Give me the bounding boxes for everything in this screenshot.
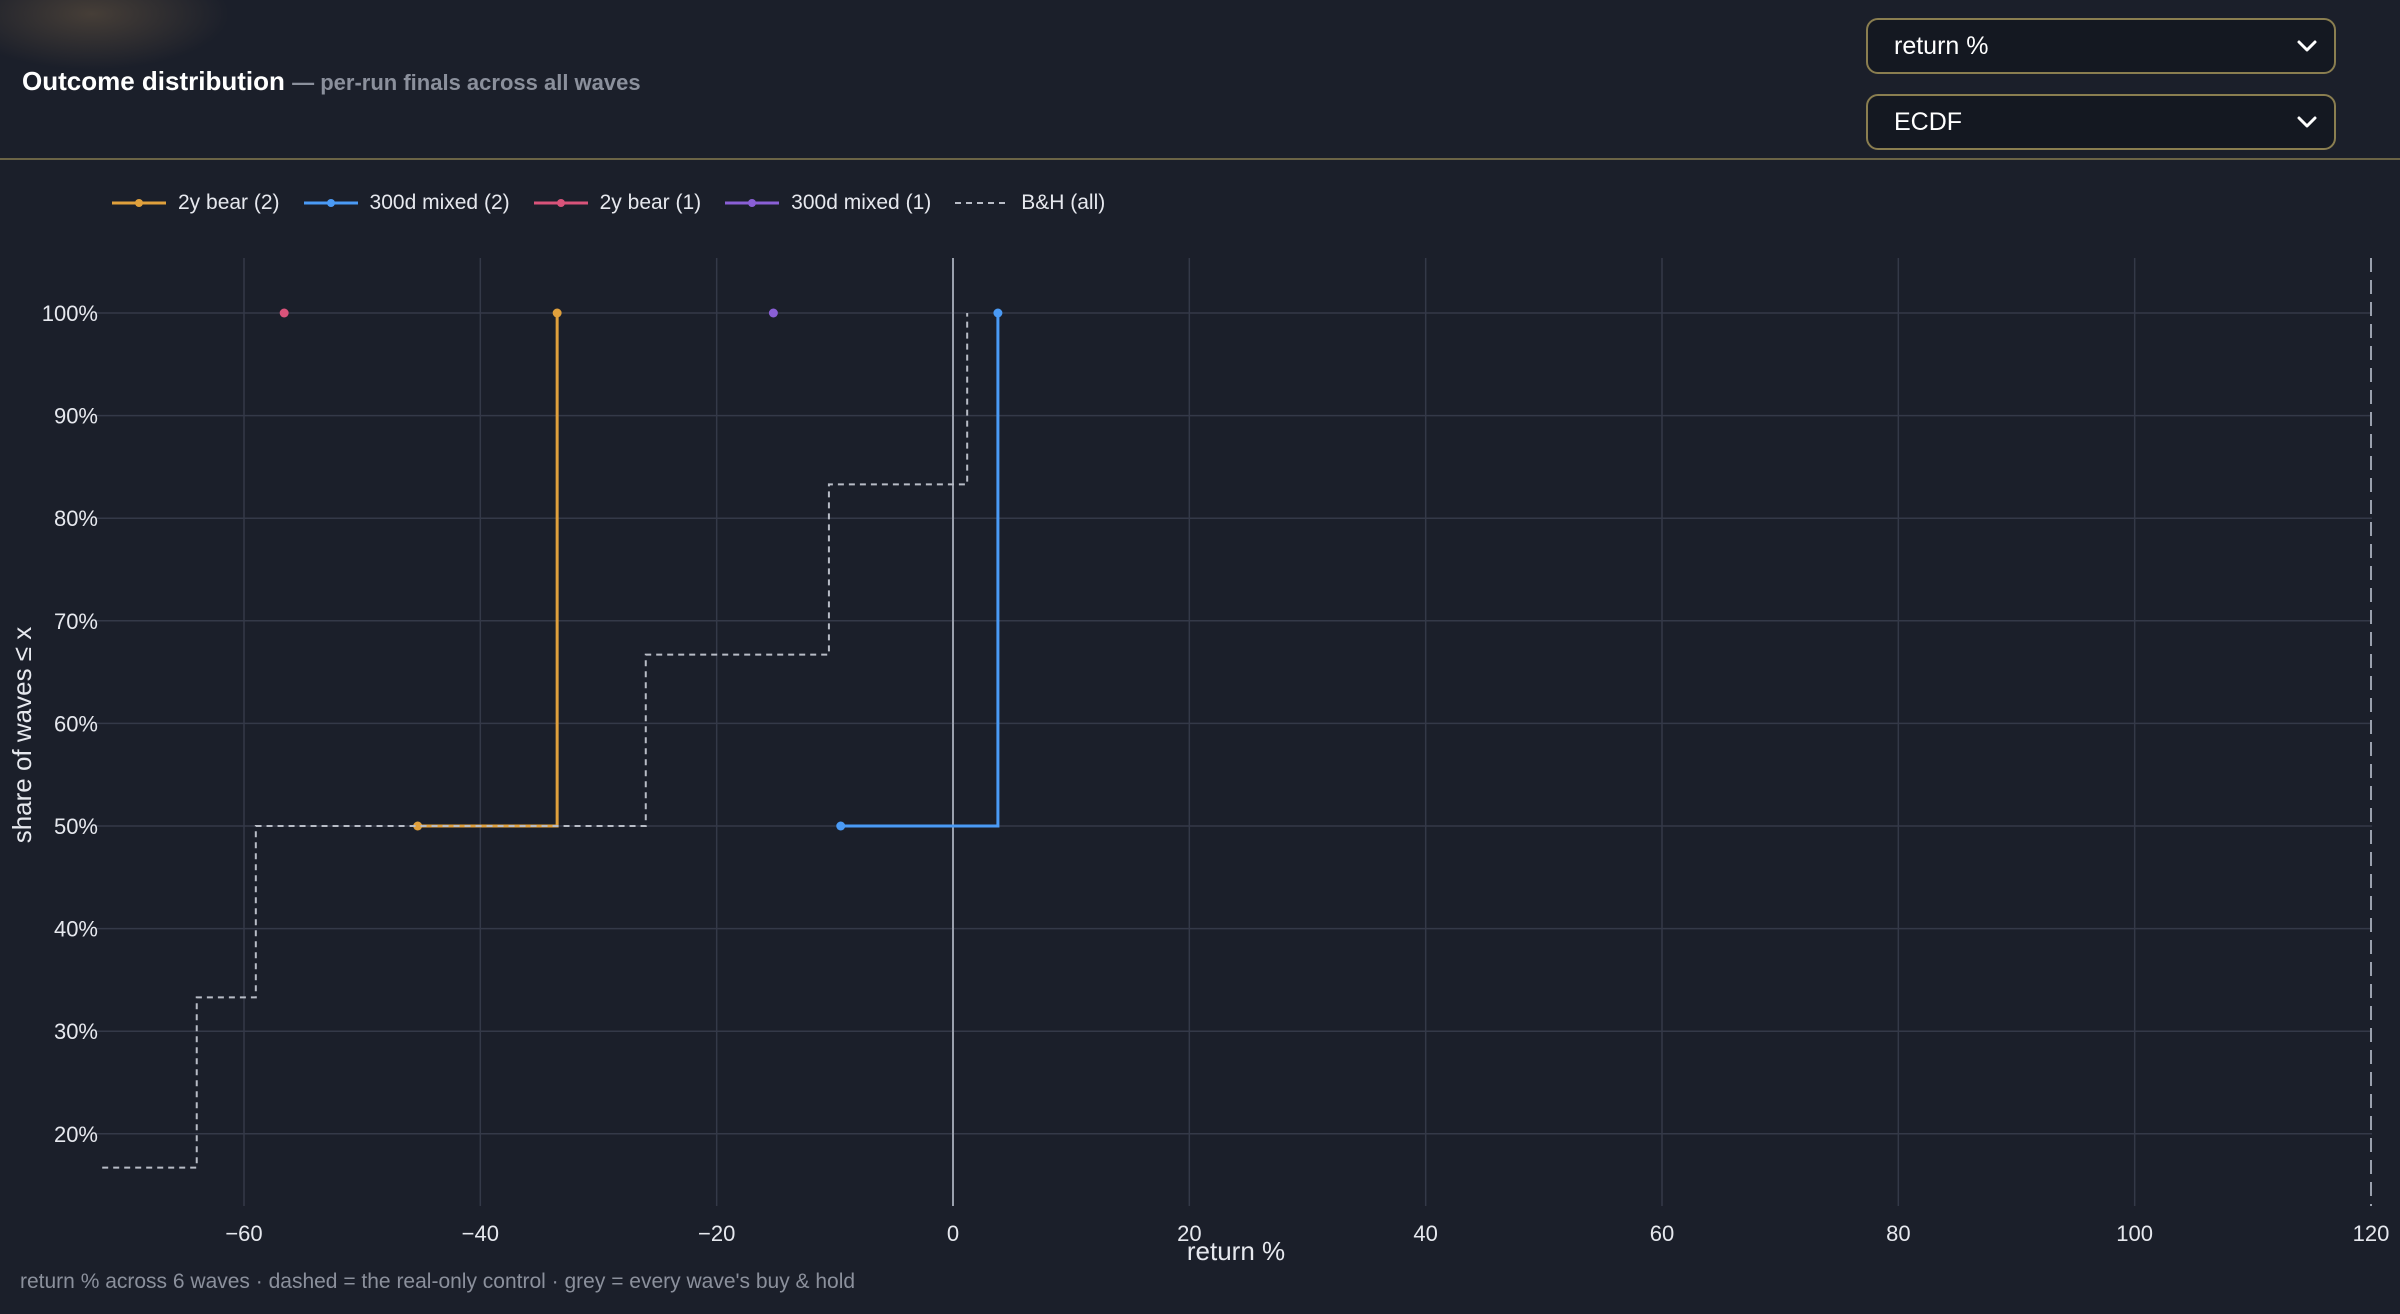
legend-item[interactable]: 300d mixed (2): [302, 191, 510, 215]
series-point-300d-mixed-2: [993, 308, 1003, 318]
chevron-down-icon: [2297, 116, 2317, 128]
legend-item[interactable]: 2y bear (2): [110, 191, 280, 215]
chevron-down-icon: [2297, 40, 2317, 52]
legend-label: 300d mixed (2): [369, 191, 510, 214]
x-tick-label: 60: [1650, 1221, 1674, 1246]
y-tick-label: 60%: [54, 711, 98, 736]
x-tick-label: 20: [1177, 1221, 1201, 1246]
series-point-2y-bear-1: [279, 308, 289, 318]
chart-footnote: return % across 6 waves · dashed = the r…: [20, 1270, 856, 1293]
view-select-value: ECDF: [1894, 107, 1963, 136]
x-tick-label: 80: [1886, 1221, 1910, 1246]
x-tick-label: 120: [2353, 1221, 2390, 1246]
legend-swatch: [533, 199, 588, 207]
legend-label: 2y bear (2): [178, 191, 280, 214]
x-axis-title: return %: [1187, 1236, 1285, 1266]
y-tick-label: 100%: [42, 301, 98, 326]
series-point-300d-mixed-1: [768, 308, 778, 318]
header: Outcome distribution — per-run finals ac…: [0, 0, 2400, 160]
y-tick-label: 40%: [54, 917, 98, 942]
legend-label: 2y bear (1): [599, 191, 702, 214]
legend-label: 300d mixed (1): [791, 191, 932, 214]
y-tick-label: 50%: [54, 814, 98, 839]
legend-swatch: [955, 202, 1010, 204]
y-tick-label: 70%: [54, 609, 98, 634]
page-title-block: Outcome distribution — per-run finals ac…: [22, 66, 641, 97]
legend-swatch: [725, 199, 780, 207]
x-tick-label: −60: [225, 1221, 262, 1246]
series-point-2y-bear-2: [552, 308, 562, 318]
page-title: Outcome distribution: [22, 66, 285, 96]
series-line-2y-bear-2: [417, 313, 559, 828]
legend-item[interactable]: 2y bear (1): [532, 191, 702, 215]
legend-item[interactable]: 300d mixed (1): [723, 191, 931, 215]
series-point-300d-mixed-2: [836, 821, 846, 831]
metric-select-value: return %: [1894, 31, 1989, 60]
x-tick-label: 100: [2116, 1221, 2153, 1246]
legend-item[interactable]: B&H (all): [953, 191, 1105, 215]
x-tick-label: 40: [1413, 1221, 1437, 1246]
page-subtitle: — per-run finals across all waves: [292, 70, 641, 95]
y-axis-title: share of waves ≤ x: [7, 627, 37, 844]
view-select[interactable]: ECDF: [1866, 94, 2336, 150]
x-tick-label: −40: [462, 1221, 499, 1246]
legend-swatch: [112, 199, 166, 207]
series-line-b-h-all: [102, 313, 969, 1169]
legend-swatch: [303, 199, 358, 207]
chart-legend: 2y bear (2) 300d mixed (2) 2y bear (1) 300d…: [110, 188, 1105, 218]
x-tick-label: −20: [698, 1221, 735, 1246]
y-tick-label: 80%: [54, 506, 98, 531]
series-line-300d-mixed-2: [840, 313, 1000, 828]
x-tick-label: 0: [947, 1221, 959, 1246]
legend-label: B&H (all): [1021, 191, 1106, 214]
y-tick-label: 90%: [54, 404, 98, 429]
y-tick-label: 20%: [54, 1122, 98, 1147]
metric-select[interactable]: return %: [1866, 18, 2336, 74]
series-point-2y-bear-2: [413, 821, 423, 831]
y-tick-label: 30%: [54, 1019, 98, 1044]
